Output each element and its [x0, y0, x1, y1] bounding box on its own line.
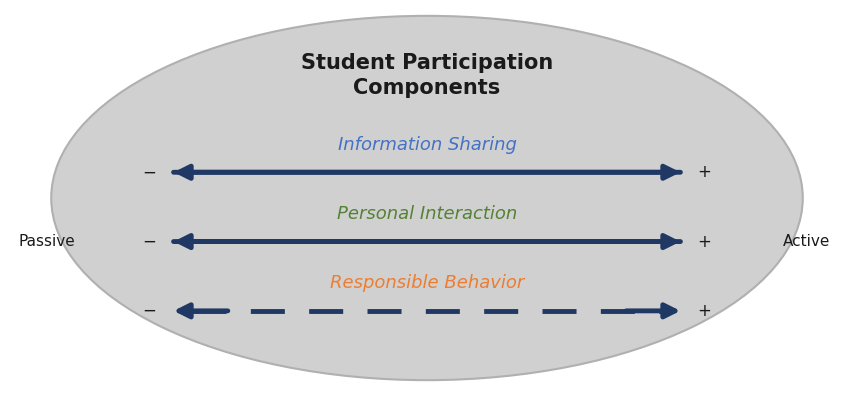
Text: −: −: [142, 163, 156, 181]
Text: +: +: [697, 302, 711, 320]
Text: −: −: [142, 302, 156, 320]
Text: Active: Active: [782, 234, 830, 249]
Ellipse shape: [51, 16, 802, 380]
Text: Student Participation
Components: Student Participation Components: [300, 53, 553, 98]
Text: Information Sharing: Information Sharing: [337, 135, 516, 154]
Text: +: +: [697, 232, 711, 251]
Text: Responsible Behavior: Responsible Behavior: [329, 274, 524, 292]
Text: −: −: [142, 232, 156, 251]
Text: Personal Interaction: Personal Interaction: [336, 205, 517, 223]
Text: Passive: Passive: [19, 234, 75, 249]
Text: +: +: [697, 163, 711, 181]
